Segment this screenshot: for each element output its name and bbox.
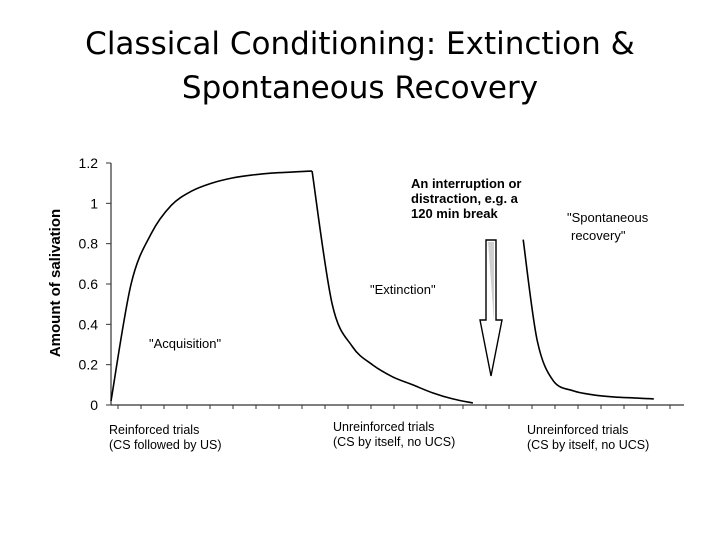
y-tick-label: 0 [90, 397, 98, 413]
slide-title: Classical Conditioning: Extinction & Spo… [0, 22, 720, 110]
x-ticks [117, 405, 671, 409]
series-line-spontaneous-recovery [522, 239, 654, 400]
x-label-reinforced-line2: (CS followed by US) [109, 438, 222, 452]
y-tick-label: 0.4 [79, 316, 99, 332]
y-tick-label: 1.2 [79, 155, 99, 171]
break-annotation-line2: distraction, e.g. a [411, 191, 519, 206]
x-label-reinforced-line1: Reinforced trials [109, 423, 199, 437]
y-ticks: 0 0.2 0.4 0.6 0.8 1 1.2 [79, 155, 111, 413]
slide-title-line1: Classical Conditioning: Extinction & [85, 26, 635, 62]
acquisition-label: "Acquisition" [149, 336, 221, 351]
x-label-unreinforced-1-line2: (CS by itself, no UCS) [333, 435, 455, 449]
slide-title-line2: Spontaneous Recovery [181, 70, 539, 106]
extinction-label: "Extinction" [370, 282, 436, 297]
series-line-extinction [311, 170, 474, 404]
y-axis-label: Amount of salivation [47, 209, 64, 357]
break-annotation-line1: An interruption or [411, 176, 522, 191]
series-layer [110, 170, 654, 404]
spontaneous-recovery-label-line2: recovery" [571, 228, 626, 243]
break-arrow [479, 239, 503, 377]
break-annotation-line3: 120 min break [411, 206, 498, 221]
y-tick-label: 0.8 [79, 236, 99, 252]
y-tick-label: 0.2 [79, 357, 99, 373]
x-label-unreinforced-2-line2: (CS by itself, no UCS) [527, 438, 649, 452]
x-label-unreinforced-2-line1: Unreinforced trials [527, 423, 628, 437]
series-line-acquisition [110, 170, 313, 402]
y-tick-label: 0.6 [79, 276, 99, 292]
spontaneous-recovery-label-line1: "Spontaneous [567, 210, 649, 225]
y-tick-label: 1 [90, 195, 98, 211]
x-label-unreinforced-1-line1: Unreinforced trials [333, 420, 434, 434]
